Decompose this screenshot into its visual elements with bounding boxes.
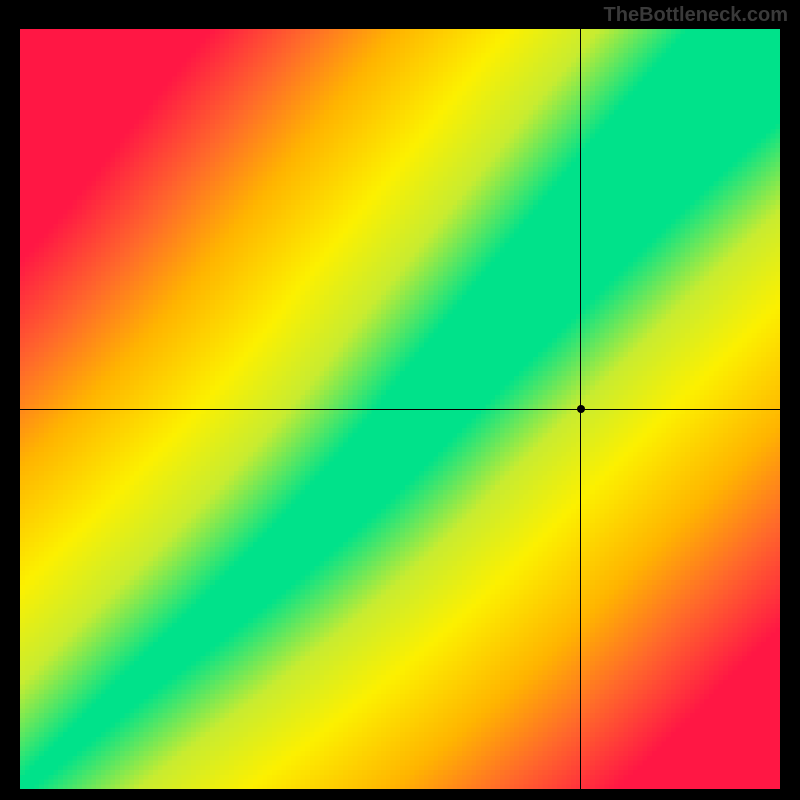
watermark-text: TheBottleneck.com (604, 4, 788, 27)
chart-stage: TheBottleneck.com (0, 0, 800, 800)
crosshair-horizontal (20, 409, 780, 410)
crosshair-marker (577, 405, 585, 413)
